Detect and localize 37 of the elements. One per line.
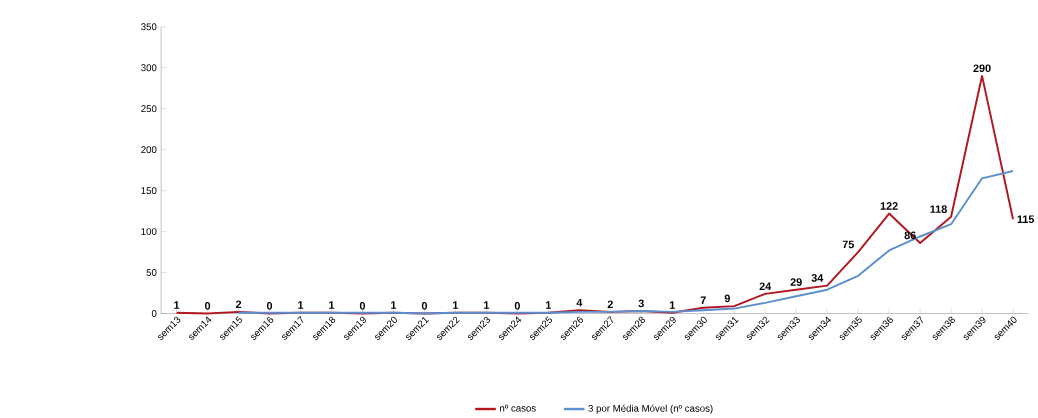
data-label: 1 [546, 301, 552, 309]
data-label: 1 [329, 301, 335, 309]
data-label: 29 [790, 278, 802, 286]
data-label: 0 [514, 301, 520, 310]
data-label: 1 [453, 301, 459, 309]
data-label: 290 [973, 64, 991, 72]
y-tick-label: 350 [141, 23, 157, 31]
data-label: 0 [204, 301, 211, 310]
data-label: 7 [700, 296, 706, 304]
y-tick-label: 100 [141, 228, 157, 235]
y-tick-label: 200 [141, 146, 157, 153]
y-tick-label: 150 [141, 187, 157, 194]
data-label: 24 [759, 282, 772, 290]
y-tick-label: 0 [151, 309, 157, 317]
data-label: 0 [359, 301, 366, 310]
data-label: 1 [174, 301, 180, 309]
data-label: 115 [1017, 215, 1035, 223]
data-label: 122 [880, 201, 898, 210]
data-label: 4 [576, 298, 583, 307]
legend-label: 3 por Média Móvel (nº casos) [588, 404, 713, 414]
y-tick-label: 250 [141, 105, 157, 112]
data-label: 9 [724, 294, 730, 303]
data-label: 3 [638, 299, 644, 308]
y-tick-label: 300 [141, 64, 157, 71]
data-label: 0 [266, 301, 273, 310]
data-label: 0 [421, 301, 428, 310]
legend-label: nº casos [500, 404, 536, 412]
data-label: 1 [391, 301, 397, 309]
data-label: 2 [235, 300, 242, 308]
data-label: 1 [298, 301, 304, 309]
data-label: 75 [842, 240, 854, 249]
y-tick-label: 50 [146, 268, 157, 276]
data-label: 118 [930, 205, 947, 213]
data-label: 34 [811, 273, 824, 282]
data-label: 1 [669, 301, 675, 309]
data-label: 2 [607, 300, 613, 308]
data-label: 1 [484, 301, 490, 309]
